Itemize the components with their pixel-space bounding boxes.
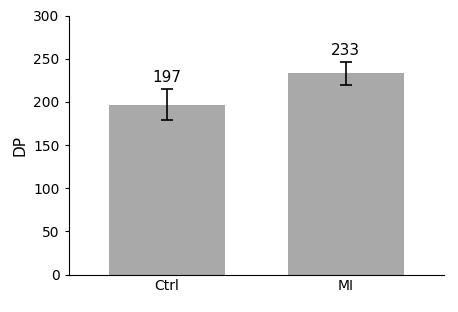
Bar xyxy=(109,105,225,275)
Text: 233: 233 xyxy=(331,43,360,58)
Text: 197: 197 xyxy=(153,70,181,85)
Bar xyxy=(288,73,404,275)
Y-axis label: DP: DP xyxy=(13,134,28,156)
